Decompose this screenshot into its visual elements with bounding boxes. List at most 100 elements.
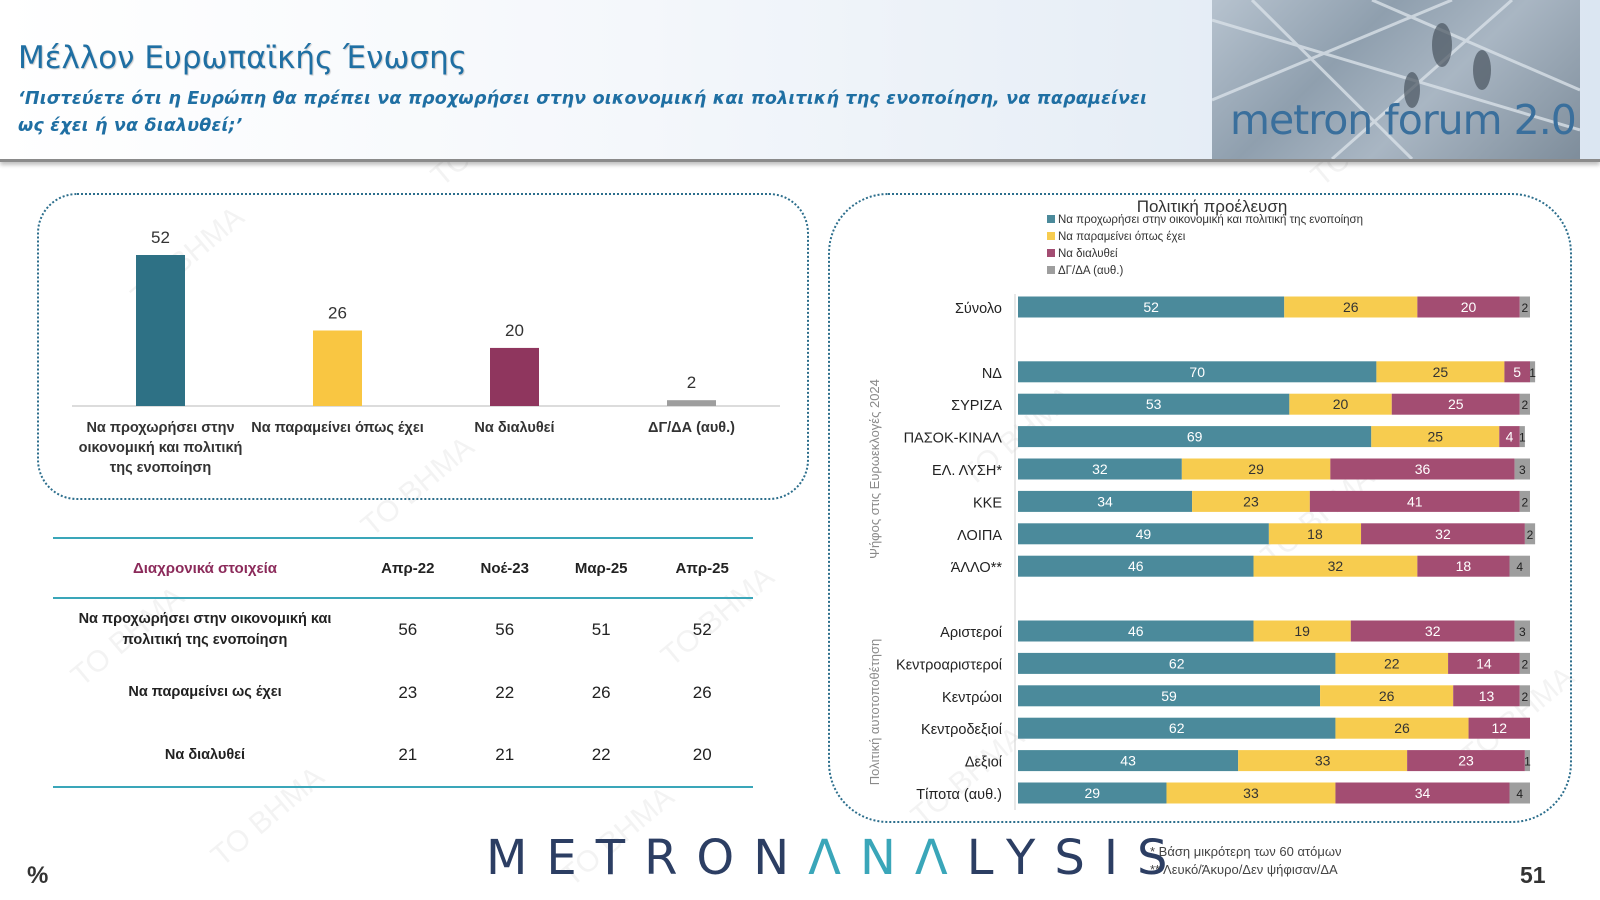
header-banner: Μέλλον Ευρωπαϊκής Ένωσης ‘Πιστεύετε ότι … — [0, 0, 1600, 162]
trend-col-header: Νοέ-23 — [480, 559, 529, 577]
stacked-segment — [1018, 652, 1336, 674]
stacked-segment — [1514, 620, 1530, 642]
stacked-segment — [1018, 685, 1321, 707]
stacked-segment — [1509, 555, 1530, 577]
table-cell: 21 — [398, 745, 418, 764]
percent-sign: % — [27, 862, 49, 889]
row-label: Σύνολο — [955, 301, 1002, 317]
segment-label: 36 — [1415, 461, 1431, 477]
row-label: ΣΥΡΙΖΑ — [951, 398, 1002, 414]
segment-label: 1 — [1519, 431, 1526, 445]
footnote-1: * Βάση μικρότερη των 60 ατόμων — [1150, 844, 1342, 859]
stacked-segment — [1335, 652, 1449, 674]
stacked-segment — [1391, 393, 1520, 415]
segment-label: 4 — [1516, 560, 1523, 574]
segment-label: 14 — [1476, 655, 1492, 671]
stacked-segment — [1253, 555, 1418, 577]
segment-label: 41 — [1407, 493, 1423, 509]
category-label: Να παραμείνει όπως έχει — [251, 420, 423, 436]
footnotes: * Βάση μικρότερη των 60 ατόμων ** Λευκό/… — [1150, 843, 1342, 879]
stacked-segment — [1018, 782, 1167, 804]
segment-label: 69 — [1187, 429, 1203, 445]
stacked-segment — [1376, 361, 1505, 383]
stacked-segment — [1499, 426, 1520, 448]
stacked-segment — [1018, 523, 1269, 545]
legend-label: ΔΓ/ΔΑ (αυθ.) — [1058, 265, 1123, 277]
stacked-segment — [1519, 426, 1525, 448]
stacked-segment — [1018, 361, 1377, 383]
segment-label: 49 — [1136, 526, 1152, 542]
trend-col-header: Απρ-25 — [675, 559, 729, 577]
page-number: 51 — [1520, 862, 1546, 888]
data-label: 52 — [151, 228, 170, 247]
data-label: 2 — [687, 373, 696, 392]
segment-label: 26 — [1379, 688, 1395, 704]
metron-analysis-logo: METRONΛNΛLYSIS — [486, 830, 1186, 886]
segment-label: 1 — [1524, 755, 1531, 769]
segment-label: 62 — [1169, 655, 1185, 671]
stacked-segment — [1519, 652, 1530, 674]
legend-swatch — [1047, 266, 1055, 274]
legend-swatch — [1047, 232, 1055, 240]
stacked-segment — [1509, 782, 1530, 804]
segment-label: 29 — [1248, 461, 1264, 477]
table-row: Να παραμείνει ως έχει 23 22 26 26 — [53, 661, 753, 724]
stacked-segment — [1335, 782, 1510, 804]
segment-label: 3 — [1519, 463, 1526, 477]
stacked-segment — [1530, 361, 1536, 383]
stacked-segment — [1417, 555, 1510, 577]
segment-label: 25 — [1448, 396, 1464, 412]
stacked-segment — [1519, 490, 1530, 512]
stacked-segment — [1448, 652, 1520, 674]
stacked-segment — [1192, 490, 1310, 512]
segment-label: 4 — [1506, 429, 1514, 445]
segment-label: 2 — [1527, 528, 1534, 542]
segment-label: 4 — [1516, 787, 1523, 801]
left-chart-panel — [37, 193, 809, 500]
question-text: ‘Πιστεύετε ότι η Ευρώπη θα πρέπει να προ… — [18, 89, 1148, 136]
segment-label: 1 — [1529, 366, 1536, 380]
segment-label: 22 — [1384, 655, 1400, 671]
stacked-segment — [1018, 717, 1336, 739]
logo-part-ana: ΛNΛ — [808, 830, 967, 886]
row-label: Να προχωρήσει στην οικονομική και πολιτι… — [78, 611, 332, 648]
segment-label: 12 — [1491, 720, 1507, 736]
stacked-segment — [1166, 782, 1336, 804]
trend-table-header: Διαχρονικά στοιχεία Απρ-22 Νοέ-23 Μαρ-25… — [53, 538, 753, 598]
stacked-segment — [1018, 393, 1290, 415]
segment-label: 19 — [1294, 623, 1310, 639]
table-cell: 22 — [495, 682, 515, 702]
segment-label: 53 — [1146, 396, 1162, 412]
segment-label: 43 — [1120, 753, 1136, 769]
table-cell: 52 — [692, 620, 712, 639]
logo-part-metron: METRON — [486, 830, 809, 886]
stacked-segment — [1453, 685, 1520, 707]
stacked-segment — [1330, 458, 1515, 480]
right-chart-panel — [828, 193, 1572, 823]
legend-label: Να διαλυθεί — [1058, 248, 1118, 260]
stacked-segment — [1018, 750, 1239, 772]
legend-label: Να προχωρήσει στην οικονομική και πολιτι… — [1058, 214, 1363, 226]
segment-label: 46 — [1128, 623, 1144, 639]
segment-label: 2 — [1522, 657, 1529, 671]
footnote-2: ** Λευκό/Άκυρο/Δεν ψήφισαν/ΔΑ — [1150, 862, 1338, 877]
table-cell: 26 — [692, 682, 712, 702]
segment-label: 2 — [1522, 398, 1529, 412]
data-label: 20 — [505, 321, 524, 340]
stacked-segment — [1268, 523, 1362, 545]
category-label: Να διαλυθεί — [474, 420, 554, 436]
row-label: Δεξιοί — [965, 755, 1003, 771]
table-row: Να διαλυθεί 21 21 22 20 — [53, 724, 753, 787]
row-label: Τίποτα (αυθ.) — [916, 787, 1002, 803]
row-label: Να παραμείνει ως έχει — [128, 684, 282, 700]
segment-label: 32 — [1328, 558, 1344, 574]
stacked-segment — [1289, 393, 1392, 415]
stacked-segment — [1181, 458, 1331, 480]
metron-forum-logo: metron forum 2.0 — [1230, 96, 1577, 144]
trend-col-header: Απρ-22 — [381, 559, 435, 577]
stacked-segment — [1350, 620, 1515, 642]
stacked-segment — [1238, 750, 1408, 772]
page-title: Μέλλον Ευρωπαϊκής Ένωσης — [18, 40, 467, 76]
